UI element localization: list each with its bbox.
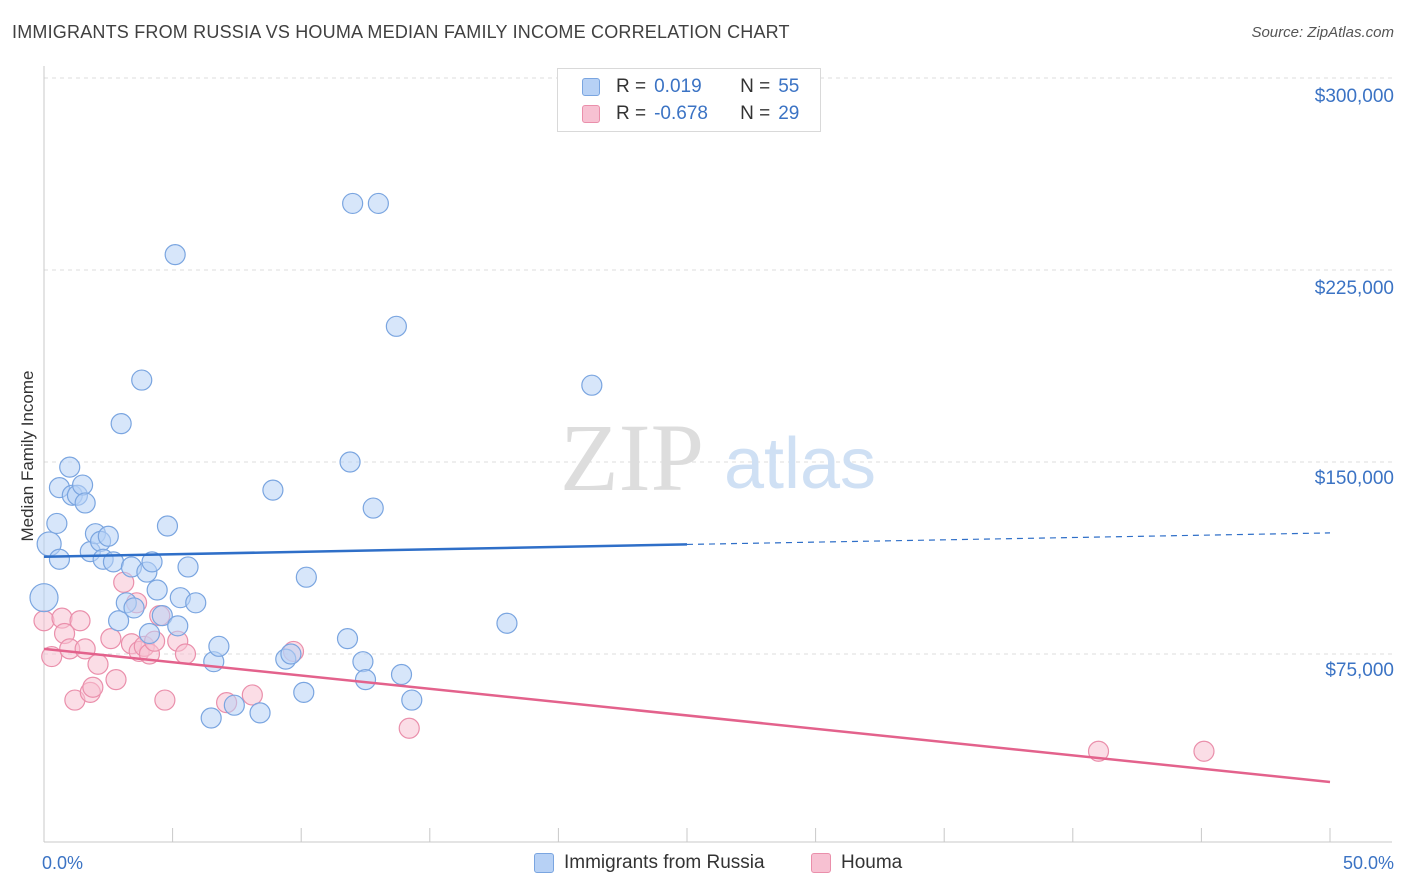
gridlines bbox=[44, 77, 1392, 655]
russia-point bbox=[156, 515, 179, 537]
legend-n-label: N = bbox=[740, 103, 771, 124]
source-label: Source: ZipAtlas.com bbox=[1251, 24, 1394, 41]
russia-point bbox=[293, 681, 315, 704]
correlation-legend: R = 0.019 N = 55 R = -0.678 N = 29 bbox=[557, 68, 821, 132]
legend-row-russia: R = 0.019 N = 55 bbox=[582, 74, 799, 100]
russia-point bbox=[131, 369, 153, 391]
houma-point bbox=[105, 668, 127, 691]
russia-point bbox=[249, 702, 271, 724]
russia-point bbox=[390, 663, 413, 686]
legend-swatch-blue bbox=[582, 78, 600, 96]
houma-point bbox=[87, 653, 109, 675]
houma-point bbox=[100, 628, 122, 650]
y-tick-75000: $75,000 bbox=[1325, 660, 1394, 681]
houma-point bbox=[82, 676, 104, 698]
russia-point bbox=[110, 413, 132, 435]
watermark-atlas: atlas bbox=[724, 424, 876, 504]
russia-point bbox=[123, 597, 145, 619]
russia-point bbox=[48, 548, 71, 570]
bottom-swatch-blue bbox=[534, 853, 554, 873]
trend-lines bbox=[43, 532, 1331, 784]
russia-point bbox=[339, 451, 361, 473]
russia-point bbox=[164, 244, 186, 266]
y-tick-300000: $300,000 bbox=[1314, 86, 1394, 107]
russia-point bbox=[97, 525, 119, 547]
russia-point bbox=[46, 512, 68, 535]
russia-point bbox=[354, 668, 377, 691]
russia-trend-extension bbox=[686, 532, 1331, 546]
russia-point bbox=[336, 628, 359, 650]
russia-point bbox=[151, 604, 173, 627]
russia-point bbox=[59, 456, 81, 478]
houma-point bbox=[41, 645, 63, 668]
russia-trend-line bbox=[43, 543, 688, 558]
houma-point bbox=[241, 684, 263, 706]
houma-point bbox=[174, 643, 197, 665]
russia-point bbox=[496, 612, 518, 634]
legend-r-value: 0.019 bbox=[654, 76, 702, 97]
russia-point bbox=[342, 192, 364, 215]
legend-n-value: 55 bbox=[778, 76, 800, 97]
houma-point bbox=[1193, 740, 1215, 762]
y-tick-225000: $225,000 bbox=[1314, 278, 1394, 299]
bottom-swatch-pink bbox=[811, 853, 831, 873]
russia-point bbox=[141, 551, 163, 573]
russia-point bbox=[185, 592, 207, 614]
legend-swatch-pink bbox=[582, 105, 600, 123]
bottom-legend-label: Immigrants from Russia bbox=[564, 852, 765, 873]
legend-row-houma: R = -0.678 N = 29 bbox=[582, 101, 799, 127]
russia-point bbox=[262, 479, 284, 501]
watermark-zip: ZIP bbox=[560, 404, 704, 511]
russia-point bbox=[223, 694, 245, 716]
legend-n-label: N = bbox=[740, 76, 771, 97]
x-tick-min: 0.0% bbox=[42, 853, 84, 873]
axes bbox=[43, 66, 1392, 843]
russia-point bbox=[107, 610, 130, 632]
x-tick-max: 50.0% bbox=[1342, 853, 1394, 873]
russia-point bbox=[367, 192, 389, 215]
legend-n-value: 29 bbox=[778, 103, 800, 124]
bottom-legend-houma: Houma bbox=[811, 852, 902, 874]
russia-point bbox=[208, 635, 230, 657]
russia-point bbox=[362, 497, 384, 519]
russia-point bbox=[401, 689, 423, 711]
russia-point bbox=[280, 643, 302, 665]
houma-point bbox=[33, 610, 55, 632]
russia-point bbox=[167, 615, 189, 637]
russia-point bbox=[352, 651, 374, 673]
russia-point bbox=[581, 374, 603, 396]
russia-point bbox=[146, 579, 168, 601]
houma-point bbox=[398, 717, 420, 739]
russia-point bbox=[200, 707, 222, 729]
chart-title: IMMIGRANTS FROM RUSSIA VS HOUMA MEDIAN F… bbox=[12, 22, 790, 42]
russia-point bbox=[29, 583, 59, 613]
russia-point bbox=[385, 315, 407, 337]
houma-point bbox=[69, 610, 91, 632]
russia-point bbox=[295, 566, 317, 588]
russia-point bbox=[71, 474, 94, 496]
legend-r-label: R = bbox=[616, 76, 647, 97]
y-tick-150000: $150,000 bbox=[1314, 468, 1394, 489]
legend-r-value: -0.678 bbox=[654, 103, 708, 124]
bottom-legend-russia: Immigrants from Russia bbox=[534, 852, 765, 874]
houma-point bbox=[154, 689, 176, 711]
legend-r-label: R = bbox=[616, 103, 647, 124]
houma-trend-line bbox=[43, 647, 1331, 784]
russia-point bbox=[74, 492, 96, 514]
bottom-legend-label: Houma bbox=[841, 852, 903, 873]
russia-point bbox=[177, 556, 199, 578]
russia-point bbox=[138, 622, 161, 645]
